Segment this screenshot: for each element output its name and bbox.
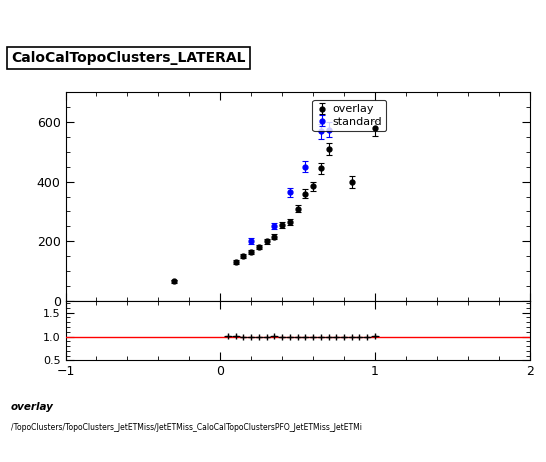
Text: /TopoClusters/TopoClusters_JetETMiss/JetETMiss_CaloCalTopoClustersPFO_JetETMiss_: /TopoClusters/TopoClusters_JetETMiss/Jet… (11, 423, 362, 432)
Text: CaloCalTopoClusters_LATERAL: CaloCalTopoClusters_LATERAL (11, 51, 245, 65)
Text: overlay: overlay (11, 402, 54, 412)
Legend: overlay, standard: overlay, standard (312, 100, 387, 131)
